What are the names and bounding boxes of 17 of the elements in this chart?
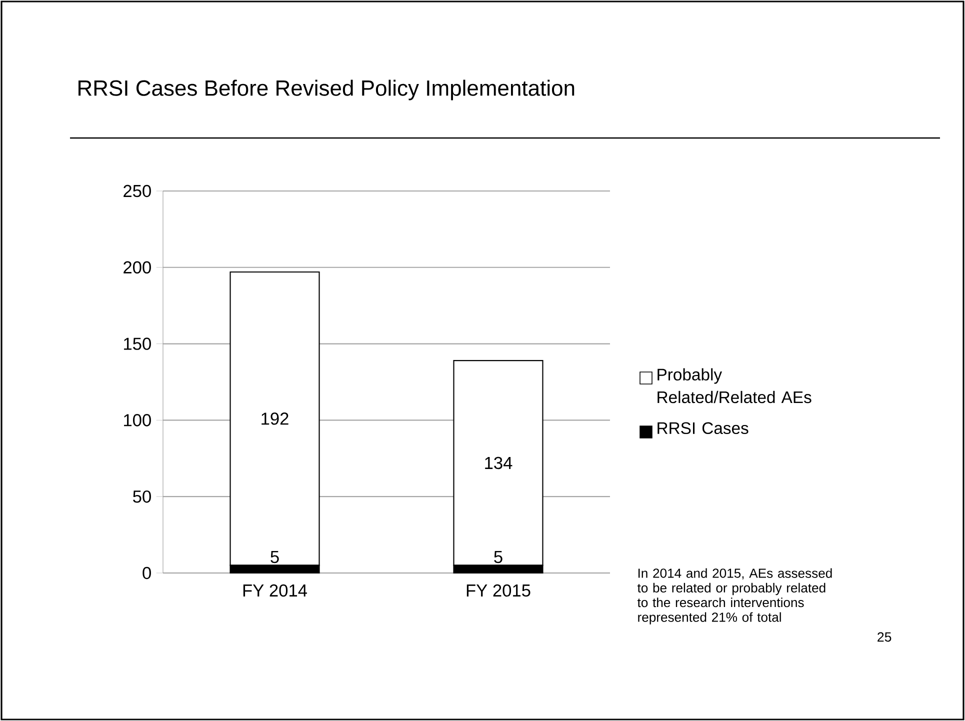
x-tick-label: FY 2014	[243, 584, 307, 597]
y-tick-label: 200	[124, 261, 151, 274]
chart-title: RRSI Cases Before Revised Policy Implementation	[78, 80, 574, 100]
data-label: 5	[270, 550, 279, 564]
y-tick-label: 50	[133, 490, 151, 503]
text: 25	[878, 632, 892, 642]
text: In 2014 and 2015, AEs assessed to be related or probably related to the research interventions represented 21% of total	[637, 568, 832, 624]
y-tick-label: 150	[124, 338, 151, 350]
data-label: 192	[262, 412, 288, 425]
legend-label: Probably Related/Related AEs	[658, 368, 812, 404]
data-label: 134	[485, 456, 512, 470]
data-label: 5	[494, 550, 502, 564]
x-tick-label: FY 2015	[466, 584, 530, 597]
y-tick-label: 250	[124, 184, 151, 198]
legend-label: RRSI Cases	[658, 422, 748, 434]
y-tick-label: 100	[124, 414, 151, 426]
y-tick-label: 0	[142, 566, 151, 580]
